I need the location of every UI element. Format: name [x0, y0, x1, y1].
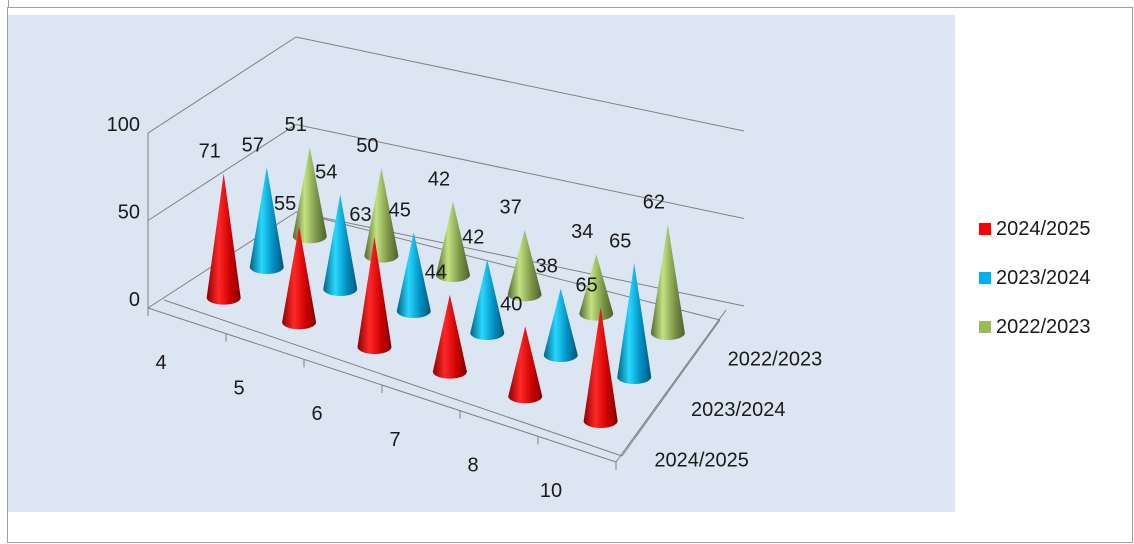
- cone-body: [432, 294, 467, 379]
- cone-mark: [364, 168, 399, 263]
- depth-tick-label: 2024/2025: [654, 450, 749, 472]
- cone-body: [583, 307, 618, 429]
- cone-body: [470, 259, 505, 340]
- cone-mark: [249, 167, 284, 275]
- data-label: 54: [315, 162, 337, 184]
- z-tick-label: 100: [107, 114, 140, 136]
- category-tick-label: 6: [311, 403, 322, 425]
- cone-body: [617, 263, 652, 384]
- floor-right-edge: [621, 319, 721, 457]
- legend-swatch: [979, 272, 991, 284]
- cone-mark: [543, 288, 578, 362]
- z-tick-label: 50: [118, 202, 140, 224]
- cone-body: [396, 232, 431, 318]
- cone-mark: [583, 307, 618, 429]
- z-gridline-left: [147, 36, 297, 134]
- legend-item: 2024/2025: [979, 218, 1091, 240]
- floor-front-edge: [163, 299, 623, 457]
- legend-label: 2023/2024: [996, 267, 1091, 289]
- data-label: 45: [389, 199, 411, 221]
- cone-body: [357, 236, 392, 354]
- cone-body: [323, 194, 358, 297]
- cone-body: [249, 167, 284, 275]
- floor-back-edge: [295, 211, 721, 321]
- frame-corner: [0, 0, 9, 8]
- legend: 2024/2025 2023/2024 2022/2023: [979, 218, 1091, 338]
- data-label: 38: [536, 256, 558, 278]
- chart-cones: [206, 147, 685, 429]
- data-label: 42: [462, 227, 484, 249]
- data-label: 71: [199, 140, 221, 162]
- cone-mark: [650, 224, 685, 340]
- legend-item: 2023/2024: [979, 267, 1091, 289]
- cone-body: [579, 254, 614, 321]
- cone-mark: [282, 226, 317, 330]
- data-label: 57: [242, 134, 264, 156]
- cone-body: [436, 201, 471, 283]
- legend-item: 2022/2023: [979, 316, 1091, 338]
- cone-mark: [323, 194, 358, 297]
- data-label: 44: [425, 262, 447, 284]
- category-tick-label: 8: [467, 455, 478, 477]
- category-tick-label: 7: [389, 429, 400, 451]
- cone-mark: [292, 147, 327, 244]
- data-label: 42: [428, 169, 450, 191]
- cone-mark: [432, 294, 467, 379]
- cone-mark: [507, 229, 542, 302]
- legend-label: 2024/2025: [996, 218, 1091, 240]
- category-tick-label: 4: [155, 352, 166, 374]
- cone-body: [650, 224, 685, 340]
- z-gridline-back: [295, 36, 745, 132]
- z-gridline-left: [147, 124, 297, 221]
- cone-mark: [579, 254, 614, 321]
- z-tick-label: 0: [129, 289, 140, 311]
- plot-area: [8, 15, 955, 512]
- data-label: 62: [643, 192, 665, 214]
- data-label: 65: [576, 274, 598, 296]
- cone-body: [292, 147, 327, 244]
- cone-mark: [206, 173, 241, 305]
- cone-body: [206, 173, 241, 305]
- data-label: 51: [285, 114, 307, 136]
- data-label: 55: [274, 193, 296, 215]
- cone-body: [507, 229, 542, 302]
- legend-label: 2022/2023: [996, 316, 1091, 338]
- cone-body: [543, 288, 578, 362]
- depth-axis-line: [615, 309, 727, 463]
- data-label: 37: [500, 197, 522, 219]
- data-label: 50: [356, 135, 378, 157]
- cone-mark: [470, 259, 505, 340]
- category-tick-label: 5: [233, 378, 244, 400]
- z-gridline-back: [295, 124, 745, 219]
- cone-body: [282, 226, 317, 330]
- category-tick-label: 10: [540, 480, 562, 502]
- cone-mark: [617, 263, 652, 384]
- depth-tick-label: 2023/2024: [691, 399, 786, 421]
- data-label: 63: [349, 204, 371, 226]
- cone-mark: [436, 201, 471, 283]
- data-label: 65: [609, 230, 631, 252]
- cone-body: [508, 326, 543, 404]
- depth-tick-label: 2022/2023: [728, 348, 823, 370]
- cone-mark: [508, 326, 543, 404]
- data-label: 40: [500, 293, 522, 315]
- cone-body: [364, 168, 399, 263]
- legend-swatch: [979, 223, 991, 235]
- data-label: 34: [571, 221, 593, 243]
- legend-swatch: [979, 321, 991, 333]
- cone-mark: [396, 232, 431, 318]
- cone-mark: [357, 236, 392, 354]
